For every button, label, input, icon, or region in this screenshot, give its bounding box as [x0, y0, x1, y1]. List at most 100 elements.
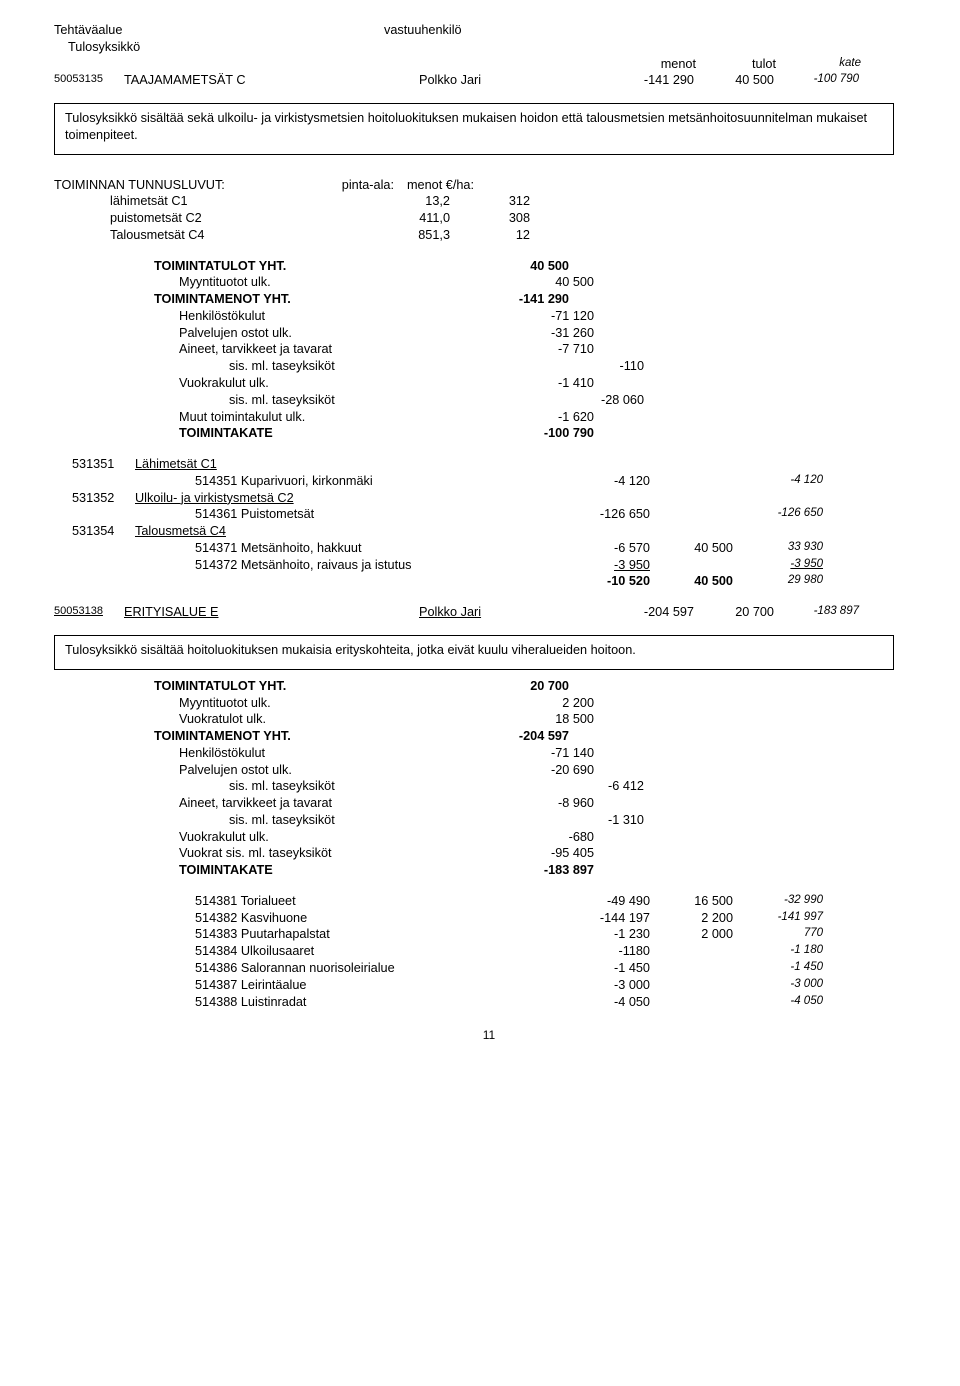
det2-k: -3 000 — [733, 977, 823, 994]
tun-row-b: 12 — [450, 227, 530, 244]
det-k: -3 950 — [733, 557, 823, 574]
fin-value: -204 597 — [479, 728, 569, 745]
fin-value: -1 310 — [554, 812, 644, 829]
header-right: vastuuhenkilö — [384, 22, 462, 39]
fin-value: -8 960 — [504, 795, 594, 812]
fin-value: -110 — [554, 358, 644, 375]
tunnus-block: TOIMINNAN TUNNUSLUVUT: pinta-ala: menot … — [54, 177, 924, 244]
det2-row: 514386 Salorannan nuorisoleirialue — [135, 960, 565, 977]
fin-label: sis. ml. taseyksiköt — [54, 358, 554, 375]
det2-row: 514384 Ulkoilusaaret — [135, 943, 565, 960]
fin-label: sis. ml. taseyksiköt — [54, 812, 554, 829]
fin-value: -6 412 — [554, 778, 644, 795]
fin-value: -680 — [504, 829, 594, 846]
det-k: -4 120 — [733, 473, 823, 490]
fin-value: -71 140 — [504, 745, 594, 762]
det-m: -3 950 — [565, 557, 650, 574]
fin-label: Vuokrat sis. ml. taseyksiköt — [54, 845, 504, 862]
det-row: 514371 Metsänhoito, hakkuut — [135, 540, 565, 557]
tun-row-a: 851,3 — [370, 227, 450, 244]
fin-label: Palvelujen ostot ulk. — [54, 762, 504, 779]
det2-t — [650, 977, 733, 994]
det-group-code: 531351 — [54, 456, 135, 473]
fin-label: sis. ml. taseyksiköt — [54, 778, 554, 795]
fin-label: Myyntituotot ulk. — [54, 695, 504, 712]
fin-value: -7 710 — [504, 341, 594, 358]
unit2-menot: -204 597 — [609, 604, 694, 621]
unit1-tulot: 40 500 — [694, 72, 774, 89]
fin-value: -95 405 — [504, 845, 594, 862]
det-k: 33 930 — [733, 540, 823, 557]
det2-row: 514387 Leirintäalue — [135, 977, 565, 994]
det1-sum-k: 29 980 — [733, 573, 823, 590]
det-t — [650, 557, 733, 574]
det2-row: 514388 Luistinradat — [135, 994, 565, 1011]
unit2-desc-box: Tulosyksikkö sisältää hoitoluokituksen m… — [54, 635, 894, 670]
unit2-desc: Tulosyksikkö sisältää hoitoluokituksen m… — [65, 643, 636, 657]
fin-label: TOIMINTAMENOT YHT. — [54, 728, 479, 745]
unit2-kate: -183 897 — [774, 604, 859, 621]
tun-row-b: 308 — [450, 210, 530, 227]
fin-label: Vuokrakulut ulk. — [54, 375, 504, 392]
det2-row: 514382 Kasvihuone — [135, 910, 565, 927]
det2-m: -49 490 — [565, 893, 650, 910]
unit1-name: TAAJAMAMETSÄT C — [124, 72, 419, 89]
det2-block: 514381 Torialueet -49 490 16 500 -32 990… — [54, 893, 924, 1010]
det-t: 40 500 — [650, 540, 733, 557]
det2-row: 514381 Torialueet — [135, 893, 565, 910]
det2-k: -141 997 — [733, 910, 823, 927]
fin-label: Henkilöstökulut — [54, 308, 504, 325]
tun-row-b: 312 — [450, 193, 530, 210]
fin-value: 2 200 — [504, 695, 594, 712]
det-group-title: Ulkoilu- ja virkistysmetsä C2 — [135, 490, 505, 507]
tun-row-a: 411,0 — [370, 210, 450, 227]
tun-h1: pinta-ala: — [314, 177, 394, 194]
det1-sum-t: 40 500 — [650, 573, 733, 590]
det2-m: -1 450 — [565, 960, 650, 977]
fin-value: -31 260 — [504, 325, 594, 342]
fin-label: TOIMINTAKATE — [54, 425, 504, 442]
fin-value: -1 620 — [504, 409, 594, 426]
unit1-menot: -141 290 — [609, 72, 694, 89]
det2-t: 16 500 — [650, 893, 733, 910]
fin-label: Vuokrakulut ulk. — [54, 829, 504, 846]
det2-k: -1 450 — [733, 960, 823, 977]
tun-row-label: puistometsät C2 — [54, 210, 370, 227]
det-row: 514351 Kuparivuori, kirkonmäki — [135, 473, 565, 490]
fin-label: TOIMINTATULOT YHT. — [54, 678, 479, 695]
fin-label: Palvelujen ostot ulk. — [54, 325, 504, 342]
det2-t — [650, 994, 733, 1011]
fin-label: TOIMINTAKATE — [54, 862, 504, 879]
det2-t: 2 200 — [650, 910, 733, 927]
tun-row-a: 13,2 — [370, 193, 450, 210]
det2-row: 514383 Puutarhapalstat — [135, 926, 565, 943]
col-kate: kate — [776, 56, 861, 73]
det2-k: -1 180 — [733, 943, 823, 960]
fin-label: Myyntituotot ulk. — [54, 274, 504, 291]
fin-label: Aineet, tarvikkeet ja tavarat — [54, 341, 504, 358]
det-group-code: 531352 — [54, 490, 135, 507]
det2-t — [650, 960, 733, 977]
fin2-block: TOIMINTATULOT YHT. 20 700Myyntituotot ul… — [54, 678, 924, 879]
fin-value: -28 060 — [554, 392, 644, 409]
unit2-resp: Polkko Jari — [419, 604, 609, 621]
fin-label: Henkilöstökulut — [54, 745, 504, 762]
unit2-tulot: 20 700 — [694, 604, 774, 621]
det2-m: -1180 — [565, 943, 650, 960]
fin-label: Muut toimintakulut ulk. — [54, 409, 504, 426]
fin-value: 18 500 — [504, 711, 594, 728]
det-m: -4 120 — [565, 473, 650, 490]
fin1-block: TOIMINTATULOT YHT. 40 500Myyntituotot ul… — [54, 258, 924, 442]
det2-m: -3 000 — [565, 977, 650, 994]
fin-value: -141 290 — [479, 291, 569, 308]
col-menot: menot — [611, 56, 696, 73]
fin-value: -183 897 — [504, 862, 594, 879]
tun-row-label: Talousmetsät C4 — [54, 227, 370, 244]
det2-k: -32 990 — [733, 893, 823, 910]
tun-title: TOIMINNAN TUNNUSLUVUT: — [54, 177, 314, 194]
fin-label: TOIMINTAMENOT YHT. — [54, 291, 479, 308]
fin-value: -1 410 — [504, 375, 594, 392]
det2-k: 770 — [733, 926, 823, 943]
unit1-kate: -100 790 — [774, 72, 859, 89]
page-number: 11 — [54, 1028, 924, 1044]
